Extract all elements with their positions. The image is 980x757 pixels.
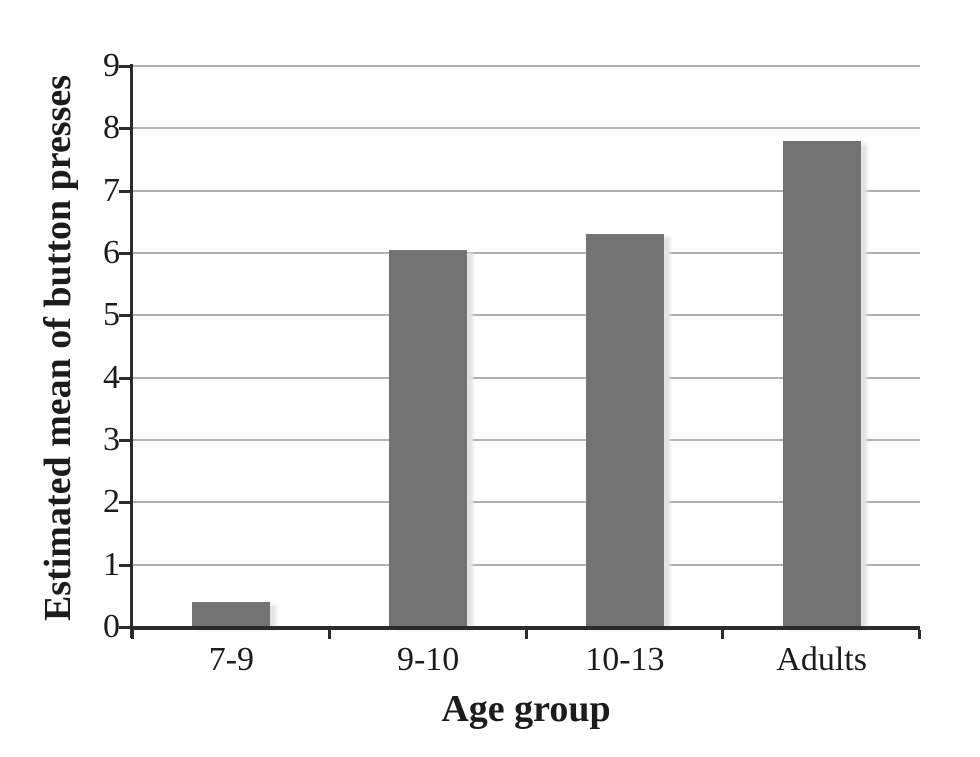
gridline	[133, 376, 920, 379]
y-axis-tick	[119, 127, 130, 131]
gridline	[133, 127, 920, 130]
y-tick-label: 9	[103, 47, 120, 84]
x-axis-tick	[327, 630, 331, 639]
x-tick-label: 10-13	[585, 641, 665, 678]
y-axis-line	[130, 64, 133, 638]
bar	[389, 249, 468, 627]
gridline	[133, 65, 920, 67]
y-tick-label: 5	[103, 296, 120, 334]
y-axis-tick	[119, 376, 130, 380]
x-axis-line	[130, 626, 920, 630]
gridline	[133, 439, 920, 441]
y-tick-label: 1	[103, 545, 120, 583]
y-axis-tick	[119, 65, 130, 68]
x-axis-tick	[131, 630, 134, 639]
y-axis-tick	[119, 626, 130, 629]
x-tick-label: Adults	[776, 641, 867, 678]
y-tick-label: 2	[103, 483, 120, 521]
gridline	[133, 563, 920, 566]
y-axis-tick	[119, 439, 130, 442]
bar	[192, 602, 271, 627]
y-tick-label: 6	[103, 234, 120, 271]
y-tick-label: 3	[103, 421, 120, 458]
y-axis-title: Estimated mean of button presses	[37, 74, 79, 622]
x-axis-tick	[721, 630, 725, 639]
bar	[585, 234, 664, 627]
gridline	[133, 252, 920, 254]
y-tick-label: 7	[103, 171, 120, 209]
y-tick-label: 4	[103, 358, 120, 396]
gridline	[133, 189, 920, 192]
x-axis-tick	[524, 630, 528, 639]
gridline	[133, 314, 920, 317]
x-axis-title: Age group	[441, 688, 611, 730]
x-tick-label: 9-10	[396, 641, 460, 678]
gridline	[133, 501, 920, 504]
y-axis-tick	[119, 252, 130, 255]
y-tick-label: 0	[103, 608, 120, 645]
y-axis-tick	[119, 314, 130, 318]
y-axis-tick	[119, 501, 130, 505]
y-axis-tick	[119, 189, 130, 193]
x-tick-label: 7-9	[208, 641, 255, 678]
y-axis-tick	[119, 563, 130, 567]
x-axis-tick	[918, 630, 921, 639]
y-tick-label: 8	[103, 109, 120, 147]
bar	[782, 140, 861, 627]
